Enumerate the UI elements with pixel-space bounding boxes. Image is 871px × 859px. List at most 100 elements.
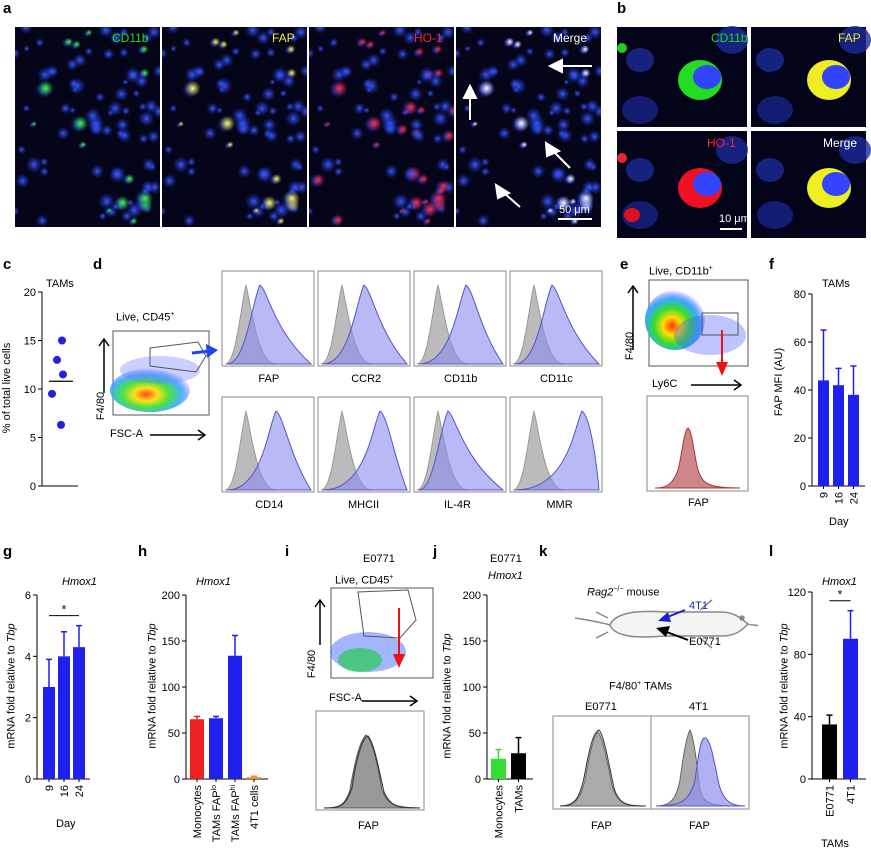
j-ylabel-gene: Tbp bbox=[441, 633, 454, 653]
k-xaxis-1: FAP bbox=[591, 820, 612, 832]
y-tick-label: 0 bbox=[30, 481, 36, 493]
l-ylabel: mRNA fold relative to Tbp bbox=[779, 623, 791, 748]
nucleus-dot bbox=[15, 173, 30, 189]
g-title: Hmox1 bbox=[62, 576, 97, 588]
nucleus-dot bbox=[138, 133, 149, 144]
nucleus-dot bbox=[497, 126, 511, 141]
stain-dot bbox=[443, 129, 454, 142]
h-ylabel-text: mRNA fold relative to bbox=[146, 642, 159, 749]
i-title: E0771 bbox=[363, 553, 395, 565]
nucleus-dot bbox=[560, 27, 570, 37]
nucleus-dot bbox=[426, 89, 435, 98]
stain-dot bbox=[366, 40, 375, 49]
stain-dot bbox=[417, 105, 426, 114]
stain-dot bbox=[526, 29, 534, 36]
nucleus-dot bbox=[295, 162, 304, 172]
y-tick-label: 120 bbox=[788, 587, 806, 599]
bar bbox=[190, 719, 204, 779]
y-tick-label: 100 bbox=[162, 682, 180, 694]
nucleus-dot bbox=[587, 27, 601, 40]
nucleus-dot bbox=[23, 45, 31, 53]
marker-histogram bbox=[322, 284, 409, 365]
panel-letter-b: b bbox=[617, 0, 627, 17]
l-xgroup: TAMs bbox=[821, 838, 849, 850]
bar bbox=[818, 380, 829, 486]
nucleus-dot bbox=[245, 192, 263, 210]
f-ylabel: FAP MFI (AU) bbox=[773, 347, 786, 417]
a-label-merge: Merge bbox=[553, 31, 588, 45]
b-scale-label: 10 μm bbox=[719, 213, 750, 225]
a-scale-label: 50 μm bbox=[559, 204, 590, 216]
nucleus-dot bbox=[111, 202, 120, 211]
nucleus-dot bbox=[552, 202, 561, 211]
nucleus-dot bbox=[132, 89, 141, 98]
f-xlabel: Day bbox=[829, 516, 849, 528]
x-tick-label: 9 bbox=[819, 492, 831, 498]
stain-dot bbox=[478, 80, 495, 97]
stain-dot bbox=[472, 121, 478, 127]
stain-dot bbox=[184, 80, 201, 97]
flow-d-histograms bbox=[221, 270, 603, 493]
nucleus-dot bbox=[573, 89, 582, 98]
nucleus-dot bbox=[125, 201, 143, 219]
nucleus-dot bbox=[124, 66, 142, 84]
d-marker-label-mhcii: MHCII bbox=[348, 499, 380, 511]
y-tick-label: 0 bbox=[475, 774, 481, 786]
nucleus-dot bbox=[456, 173, 471, 189]
nucleus-dot bbox=[170, 45, 178, 53]
marker-histogram bbox=[322, 410, 408, 491]
d-marker-label-ccr2: CCR2 bbox=[351, 373, 382, 385]
nucleus-dot bbox=[15, 206, 20, 216]
nucleus-dot bbox=[579, 102, 589, 112]
i-hist-label: FAP bbox=[358, 820, 379, 832]
stain-dot bbox=[415, 47, 425, 57]
g-ylabel-text: mRNA fold relative to bbox=[5, 642, 18, 749]
nucleus-dot bbox=[593, 64, 601, 78]
nucleus-dot bbox=[114, 86, 129, 102]
g-xlabel: Day bbox=[56, 818, 76, 830]
y-tick-label: 50 bbox=[168, 728, 180, 740]
x-tick-sup: lo bbox=[211, 785, 218, 791]
nucleus-dot bbox=[551, 167, 565, 181]
panel-letter-h: h bbox=[138, 543, 148, 560]
stain-dot bbox=[436, 185, 446, 195]
nucleus-dot bbox=[309, 47, 315, 59]
nucleus-dot bbox=[538, 27, 555, 39]
nucleus-dot bbox=[512, 86, 519, 93]
k-tumor-4t1: 4T1 bbox=[689, 600, 708, 612]
nucleus-dot bbox=[506, 57, 520, 72]
bar bbox=[228, 655, 242, 779]
x-tick-label: Monocytes bbox=[192, 785, 204, 839]
k-hist-label-e0771: E0771 bbox=[585, 701, 617, 713]
e-gate-label: Live, CD11b+ bbox=[649, 265, 713, 278]
b-label-ho1: HO-1 bbox=[707, 136, 736, 150]
nucleus-dot bbox=[84, 47, 94, 56]
stain-dot bbox=[85, 29, 93, 36]
nucleus-dot bbox=[418, 66, 436, 84]
k-mouse-gene: Rag2 bbox=[587, 586, 614, 599]
nucleus-dot bbox=[237, 164, 252, 179]
y-tick-label: 0 bbox=[800, 481, 806, 493]
l-title: Hmox1 bbox=[822, 576, 857, 588]
stain-dot bbox=[379, 29, 387, 36]
k-hist-title-sup: + bbox=[637, 680, 642, 687]
nucleus-dot bbox=[539, 211, 548, 221]
nucleus-dot bbox=[559, 47, 570, 58]
h-ylabel-gene: Tbp bbox=[146, 623, 159, 643]
nucleus-dot bbox=[565, 66, 583, 84]
nucleus-dot bbox=[464, 45, 472, 53]
stain-dot bbox=[72, 40, 81, 49]
nucleus-dot bbox=[44, 64, 59, 79]
stain-dot bbox=[286, 44, 296, 54]
nucleus-dot bbox=[579, 133, 590, 144]
nucleus-dot bbox=[316, 104, 325, 113]
k-hist-label-4t1: 4T1 bbox=[689, 701, 708, 713]
nucleus-dot bbox=[285, 110, 302, 127]
nucleus-dot bbox=[272, 201, 290, 219]
x-tick-label: TAMs bbox=[514, 785, 526, 813]
nucleus-dot bbox=[162, 206, 167, 216]
y-tick-label: 15 bbox=[24, 336, 36, 348]
nucleus-dot bbox=[206, 102, 219, 115]
significance-star: * bbox=[62, 603, 67, 617]
